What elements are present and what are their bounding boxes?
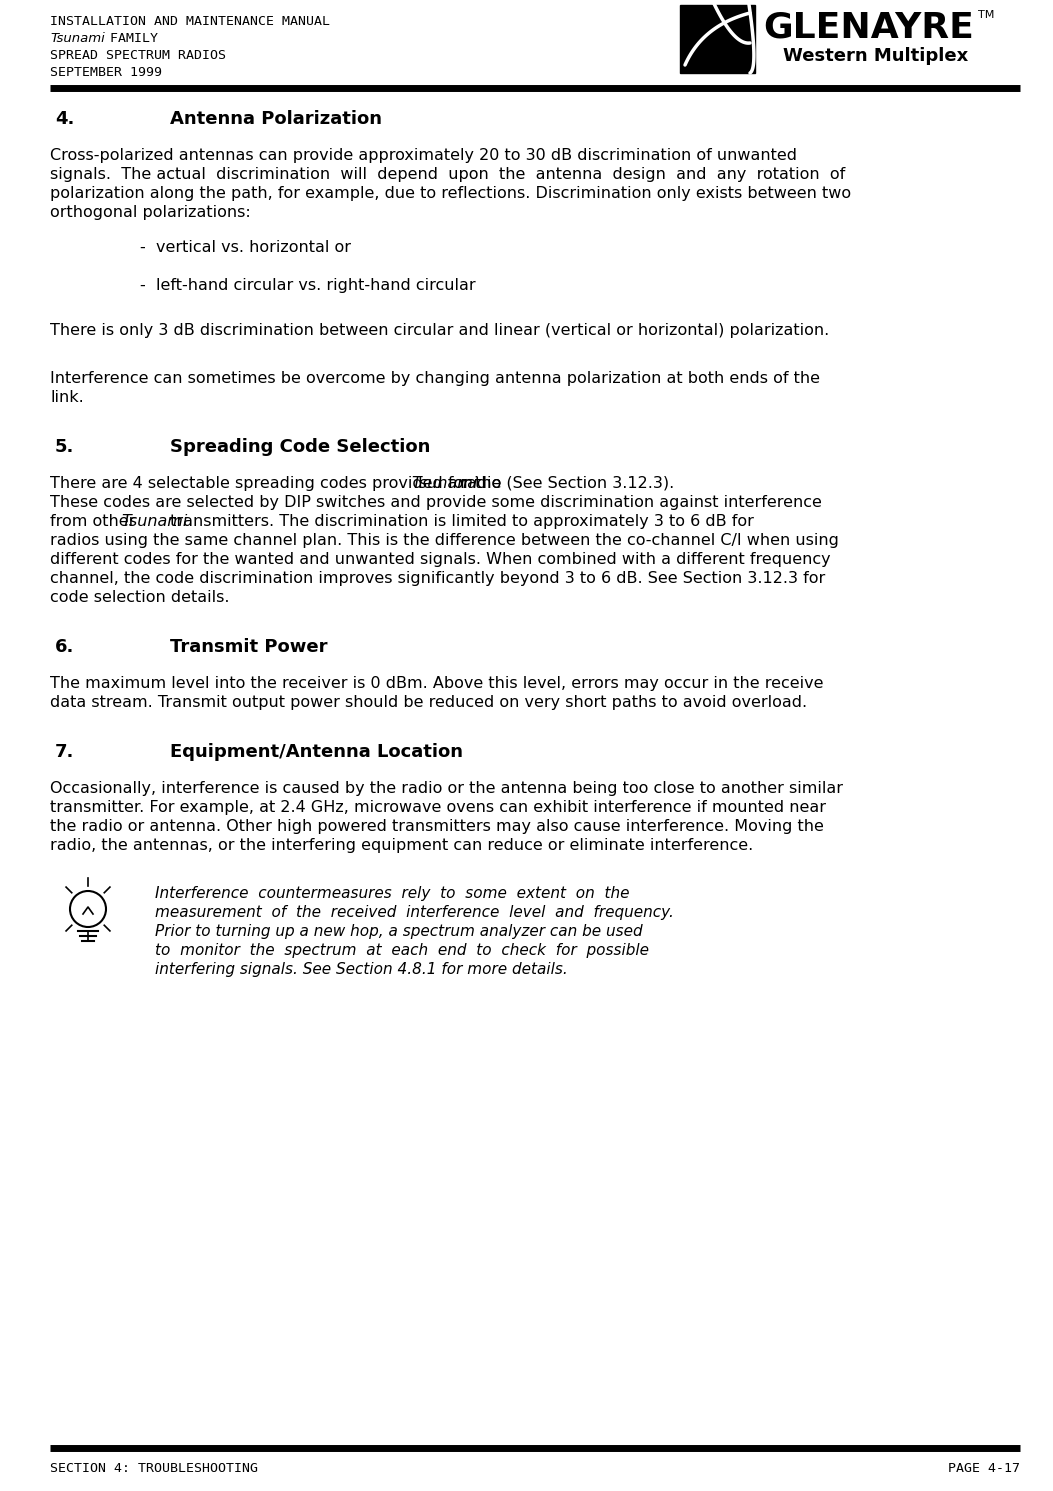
Text: signals.  The actual  discrimination  will  depend  upon  the  antenna  design  : signals. The actual discrimination will … [49,167,846,182]
Text: Transmit Power: Transmit Power [170,638,327,656]
Text: Spreading Code Selection: Spreading Code Selection [170,438,431,456]
Text: code selection details.: code selection details. [49,590,230,605]
Text: data stream. Transmit output power should be reduced on very short paths to avoi: data stream. Transmit output power shoul… [49,695,808,710]
Text: polarization along the path, for example, due to reflections. Discrimination onl: polarization along the path, for example… [49,186,851,201]
Text: Occasionally, interference is caused by the radio or the antenna being too close: Occasionally, interference is caused by … [49,781,843,796]
Text: 4.: 4. [55,110,75,128]
Text: GLENAYRE: GLENAYRE [763,10,974,45]
Text: transmitter. For example, at 2.4 GHz, microwave ovens can exhibit interference i: transmitter. For example, at 2.4 GHz, mi… [49,801,826,816]
Text: INSTALLATION AND MAINTENANCE MANUAL: INSTALLATION AND MAINTENANCE MANUAL [49,15,330,28]
Text: TM: TM [978,10,994,19]
Text: different codes for the wanted and unwanted signals. When combined with a differ: different codes for the wanted and unwan… [49,552,831,567]
Text: channel, the code discrimination improves significantly beyond 3 to 6 dB. See Se: channel, the code discrimination improve… [49,571,826,586]
Text: -  vertical vs. horizontal or: - vertical vs. horizontal or [140,240,351,255]
Text: These codes are selected by DIP switches and provide some discrimination against: These codes are selected by DIP switches… [49,495,822,510]
Text: SEPTEMBER 1999: SEPTEMBER 1999 [49,66,162,79]
Text: There is only 3 dB discrimination between circular and linear (vertical or horiz: There is only 3 dB discrimination betwee… [49,324,830,338]
Text: -  left-hand circular vs. right-hand circular: - left-hand circular vs. right-hand circ… [140,277,476,294]
Text: Antenna Polarization: Antenna Polarization [170,110,382,128]
Text: transmitters. The discrimination is limited to approximately 3 to 6 dB for: transmitters. The discrimination is limi… [165,514,754,529]
Text: Tsunami: Tsunami [412,476,478,491]
Text: 5.: 5. [55,438,75,456]
Text: link.: link. [49,391,84,406]
Text: radio, the antennas, or the interfering equipment can reduce or eliminate interf: radio, the antennas, or the interfering … [49,838,753,853]
Text: orthogonal polarizations:: orthogonal polarizations: [49,204,251,221]
Text: Interference  countermeasures  rely  to  some  extent  on  the: Interference countermeasures rely to som… [155,886,630,901]
Text: 6.: 6. [55,638,75,656]
Text: radio (See Section 3.12.3).: radio (See Section 3.12.3). [455,476,675,491]
Text: SPREAD SPECTRUM RADIOS: SPREAD SPECTRUM RADIOS [49,49,226,63]
Text: Interference can sometimes be overcome by changing antenna polarization at both : Interference can sometimes be overcome b… [49,371,820,386]
Text: FAMILY: FAMILY [102,31,158,45]
Text: Cross-polarized antennas can provide approximately 20 to 30 dB discrimination of: Cross-polarized antennas can provide app… [49,148,797,163]
Text: Prior to turning up a new hop, a spectrum analyzer can be used: Prior to turning up a new hop, a spectru… [155,924,642,939]
Text: Tsunami: Tsunami [121,514,187,529]
Text: radios using the same channel plan. This is the difference between the co-channe: radios using the same channel plan. This… [49,532,839,549]
Text: Tsunami: Tsunami [49,31,104,45]
Text: interfering signals. See Section 4.8.1 for more details.: interfering signals. See Section 4.8.1 f… [155,962,568,977]
Text: to  monitor  the  spectrum  at  each  end  to  check  for  possible: to monitor the spectrum at each end to c… [155,942,649,959]
Text: the radio or antenna. Other high powered transmitters may also cause interferenc: the radio or antenna. Other high powered… [49,819,823,833]
Bar [680,4,755,73]
Text: Equipment/Antenna Location: Equipment/Antenna Location [170,743,463,760]
Text: from other: from other [49,514,140,529]
Text: Western Multiplex: Western Multiplex [783,48,969,66]
Text: measurement  of  the  received  interference  level  and  frequency.: measurement of the received interference… [155,905,674,920]
Text: 7.: 7. [55,743,75,760]
Text: The maximum level into the receiver is 0 dBm. Above this level, errors may occur: The maximum level into the receiver is 0… [49,675,823,690]
Text: PAGE 4-17: PAGE 4-17 [948,1463,1020,1475]
Text: There are 4 selectable spreading codes provided for the: There are 4 selectable spreading codes p… [49,476,506,491]
Text: SECTION 4: TROUBLESHOOTING: SECTION 4: TROUBLESHOOTING [49,1463,258,1475]
